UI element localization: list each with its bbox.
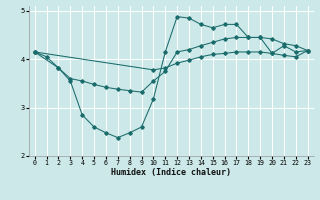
X-axis label: Humidex (Indice chaleur): Humidex (Indice chaleur) xyxy=(111,168,231,177)
